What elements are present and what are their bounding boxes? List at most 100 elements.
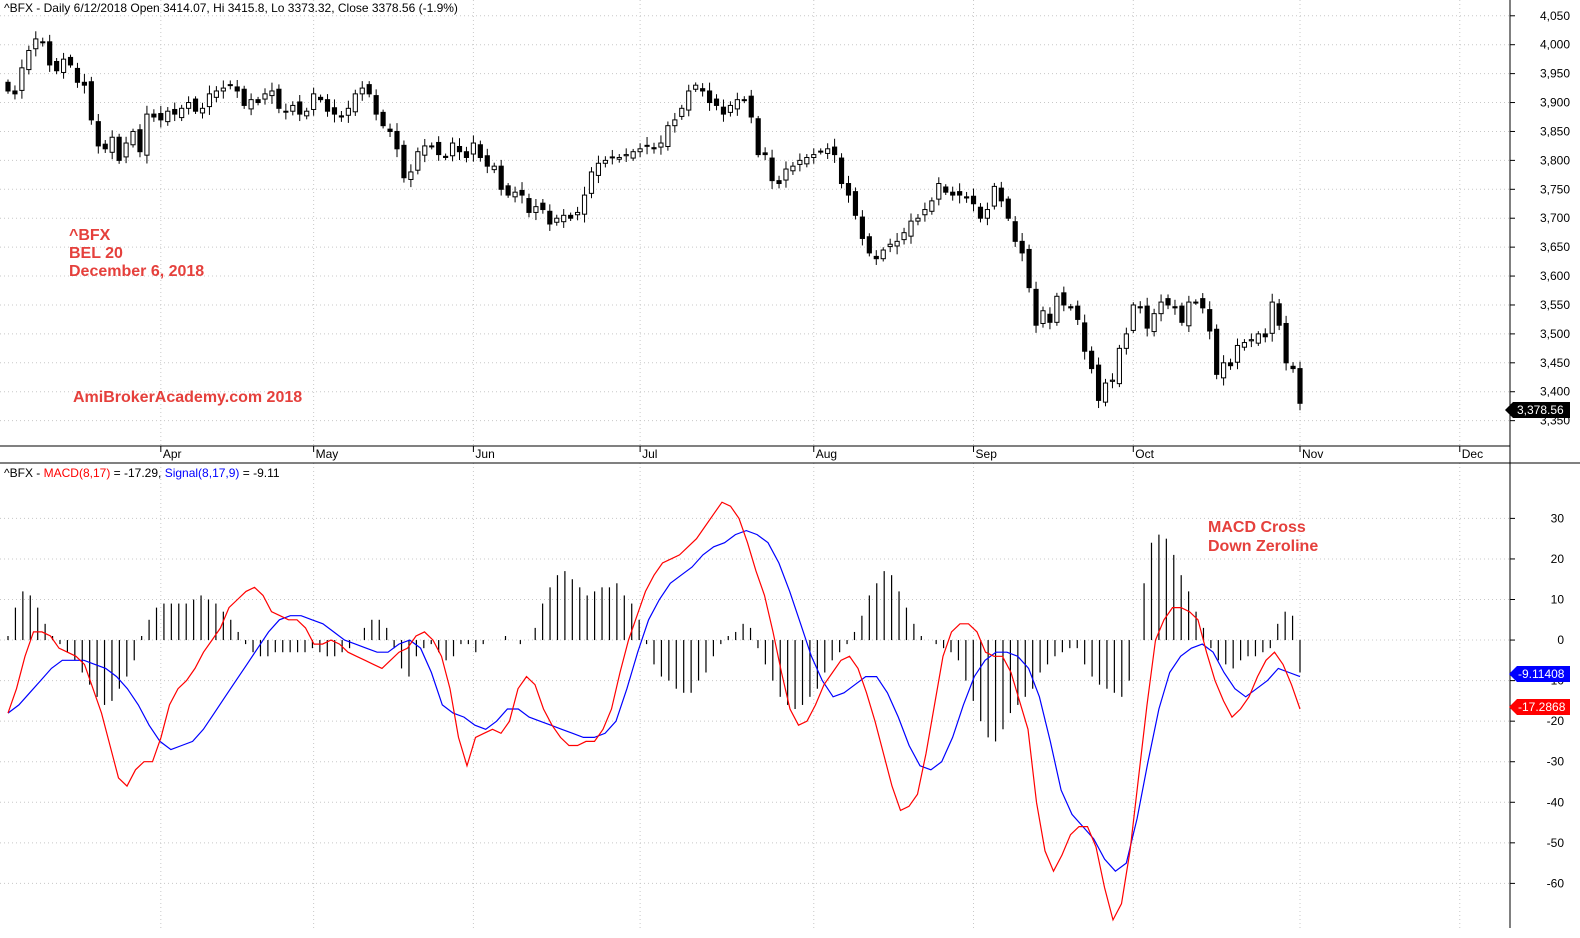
candle-body [581, 194, 588, 215]
candle-body [1248, 339, 1254, 342]
macd-note-line2: Down Zeroline [1208, 538, 1318, 555]
candle-body [1151, 313, 1157, 333]
candle-body [1061, 292, 1067, 306]
signal-header-value: = -9.11 [239, 466, 279, 480]
candle-body [894, 240, 900, 247]
candle-body [241, 88, 247, 106]
price-tick-label: 3,700 [1540, 211, 1570, 225]
candle-body [936, 183, 942, 200]
candle-body [811, 154, 817, 158]
candle-body [74, 67, 81, 83]
candle [33, 31, 39, 57]
candle [220, 80, 226, 99]
price-tick-label: 3,400 [1540, 385, 1570, 399]
candle [1012, 216, 1018, 247]
candle [845, 175, 852, 203]
candle-body [1075, 305, 1081, 320]
candle-body [1068, 306, 1074, 309]
candle-body [234, 86, 240, 92]
candle [102, 140, 108, 153]
candle [199, 102, 206, 119]
candle [123, 136, 129, 164]
candle [1172, 299, 1178, 315]
candle [616, 154, 622, 163]
candle-body [845, 183, 852, 196]
candle [1047, 307, 1053, 330]
month-label: Aug [816, 447, 837, 461]
macd-header-label: MACD(8,17) [44, 466, 111, 480]
candle [672, 112, 678, 133]
candle-body [588, 171, 595, 194]
candle-body [561, 214, 567, 223]
candle-body [908, 220, 914, 237]
candle [547, 204, 553, 231]
candle [74, 62, 81, 88]
price-tick-label: 3,600 [1540, 269, 1570, 283]
candle [1186, 295, 1192, 333]
candle-body [373, 95, 379, 115]
candle-body [1012, 221, 1018, 242]
candle-body [449, 142, 456, 157]
candle-body [873, 255, 879, 260]
candle [720, 99, 727, 122]
candle-body [186, 102, 192, 109]
candle-body [1137, 306, 1143, 309]
candle-body [575, 211, 581, 216]
candle [832, 138, 838, 163]
macd-header-value: = -17.29, [110, 466, 164, 480]
candle-body [748, 95, 754, 118]
candle-body [81, 81, 87, 86]
candle [165, 107, 171, 126]
candle-body [700, 88, 706, 92]
candle [693, 82, 699, 93]
candle-body [1186, 301, 1192, 327]
candle [554, 214, 560, 226]
candle-body [1123, 333, 1129, 349]
macd-tick-label: 0 [1557, 633, 1564, 647]
candle-body [366, 84, 372, 95]
candle-body [915, 217, 921, 222]
candle-body [832, 146, 838, 156]
candle [540, 199, 546, 214]
candle-body [262, 93, 268, 100]
price-tick-label: 3,750 [1540, 182, 1570, 196]
candle-body [130, 130, 136, 146]
candle-body [929, 200, 935, 212]
candle [602, 156, 608, 168]
candle [505, 183, 511, 198]
candle-body [672, 119, 678, 127]
candle-body [644, 144, 650, 147]
month-label: Sep [976, 447, 998, 461]
annotation-index-name: BEL 20 [69, 245, 123, 262]
candle [206, 85, 213, 115]
candle [172, 102, 178, 122]
candle-body [380, 111, 386, 127]
candle [776, 175, 782, 189]
candle-body [922, 209, 928, 216]
candle [700, 83, 706, 97]
candle-body [1200, 298, 1206, 309]
candle [637, 143, 643, 158]
candle-body [554, 217, 560, 223]
candle [491, 162, 497, 174]
candle [1193, 299, 1199, 305]
candle-body [595, 162, 602, 176]
candle-body [838, 157, 845, 185]
candle-body [12, 90, 18, 95]
candle [1255, 331, 1261, 346]
candle [568, 212, 574, 221]
candle [998, 181, 1004, 208]
candle [790, 161, 796, 175]
candle-body [970, 195, 977, 205]
candle [40, 37, 46, 47]
price-tick-label: 3,500 [1540, 327, 1570, 341]
candle [984, 202, 991, 226]
candle-body [116, 136, 122, 161]
candle [324, 94, 331, 117]
candle [1283, 315, 1289, 371]
candle-body [26, 49, 32, 71]
candle [81, 73, 87, 94]
candle [970, 188, 977, 212]
candle-body [602, 159, 608, 164]
